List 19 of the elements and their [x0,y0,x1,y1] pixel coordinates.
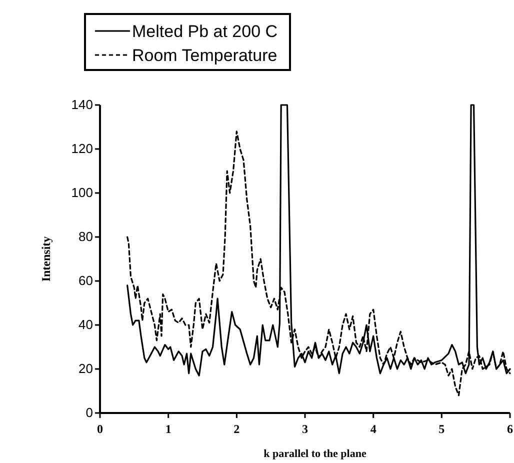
y-tick-label: 20 [78,361,93,376]
y-tick-label: 100 [71,185,93,200]
y-tick-label: 80 [78,229,93,244]
y-tick-label: 40 [78,317,93,332]
x-tick-label: 2 [234,422,240,436]
y-tick-label: 120 [71,141,93,156]
x-tick-label: 5 [438,422,445,436]
x-tick-label: 4 [370,422,376,436]
x-axis-title: k parallel to the plane [264,448,366,460]
x-tick-label: 1 [165,422,172,436]
x-tick-label: 3 [302,422,308,436]
y-tick-label: 60 [78,273,93,288]
x-tick-label: 0 [97,422,103,436]
x-tick-label: 6 [507,422,513,436]
y-axis-title: Intensity [39,236,53,282]
legend-label: Melted Pb at 200 C [132,22,278,41]
legend-label: Room Temperature [132,46,278,65]
y-tick-label: 140 [71,97,93,112]
y-tick-label: 0 [86,405,93,420]
